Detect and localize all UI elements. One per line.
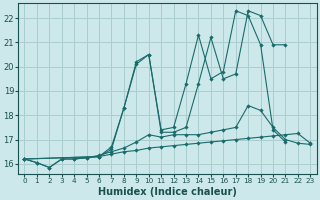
X-axis label: Humidex (Indice chaleur): Humidex (Indice chaleur) — [98, 187, 237, 197]
